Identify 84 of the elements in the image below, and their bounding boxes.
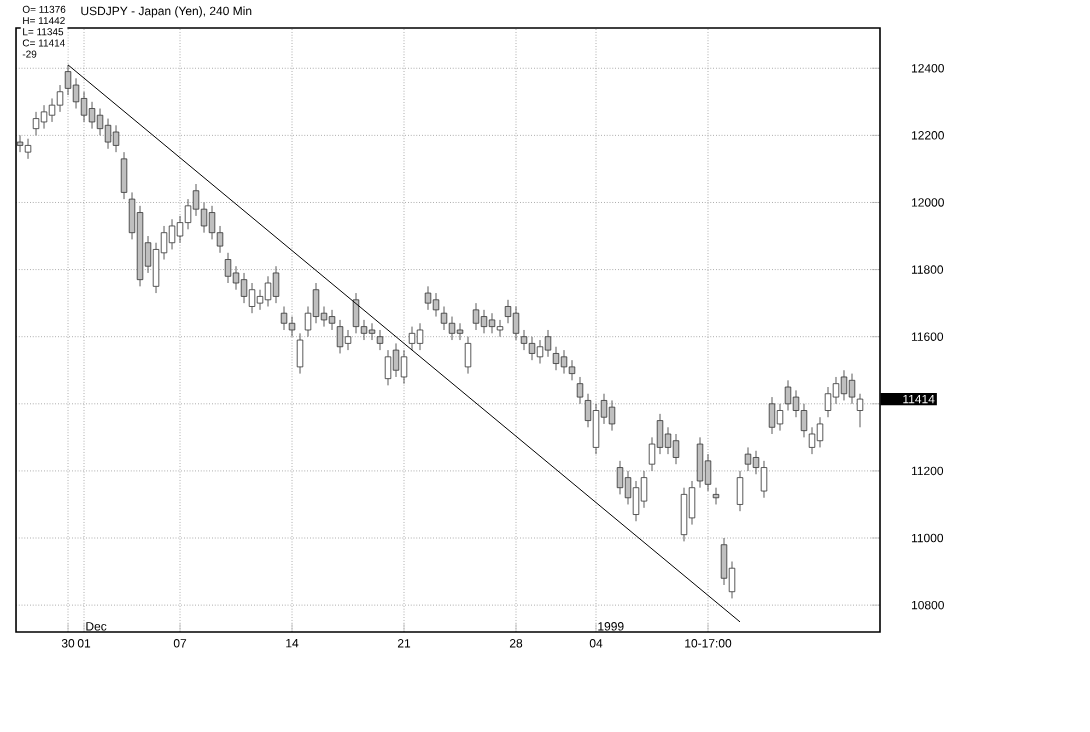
candlestick	[448, 316, 456, 341]
candlestick	[488, 312, 496, 334]
candlestick	[88, 101, 96, 130]
candlestick	[496, 319, 504, 338]
candlestick	[312, 282, 320, 324]
candlestick	[168, 218, 176, 250]
candlestick	[48, 98, 56, 123]
candlestick	[400, 349, 408, 385]
candlestick	[672, 433, 680, 465]
candlestick	[224, 252, 232, 284]
candlestick	[376, 329, 384, 351]
candlestick	[408, 326, 416, 351]
candlestick	[768, 396, 776, 435]
candlestick	[760, 460, 768, 499]
candlestick	[616, 460, 624, 495]
candlestick	[632, 480, 640, 522]
candlestick	[120, 151, 128, 200]
candlestick	[608, 400, 616, 432]
candlestick	[344, 329, 352, 351]
candlestick	[352, 292, 360, 334]
candlestick	[640, 470, 648, 509]
candlestick	[184, 198, 192, 230]
candlestick	[248, 282, 256, 314]
candlestick	[24, 138, 32, 160]
candlestick	[784, 379, 792, 411]
candlestick	[104, 118, 112, 150]
candlestick	[720, 537, 728, 586]
candlestick	[848, 373, 856, 405]
candlestick	[328, 309, 336, 331]
candlestick	[424, 285, 432, 311]
candlestick	[208, 205, 216, 240]
candlestick	[576, 376, 584, 405]
candlestick	[592, 403, 600, 455]
candlestick	[64, 64, 72, 96]
candlestick	[80, 91, 88, 123]
candlestick	[744, 447, 752, 472]
candlestick	[264, 275, 272, 307]
candlestick	[520, 329, 528, 351]
candlestick	[680, 487, 688, 542]
candlestick	[136, 205, 144, 287]
candlestick	[336, 319, 344, 354]
candlestick	[480, 309, 488, 334]
candlestick	[840, 369, 848, 401]
candlestick	[696, 436, 704, 489]
candlestick	[16, 134, 24, 153]
candlestick	[112, 124, 120, 153]
candlestick	[456, 322, 464, 341]
candlestick	[232, 265, 240, 291]
candlestick	[72, 77, 80, 109]
candlestick	[32, 111, 40, 136]
candlestick	[272, 265, 280, 304]
candlestick	[432, 292, 440, 317]
candlestick	[824, 386, 832, 418]
candlestick	[296, 332, 304, 374]
candlestick	[240, 272, 248, 304]
candlestick	[736, 470, 744, 512]
candlestick	[800, 403, 808, 438]
candlestick	[368, 322, 376, 341]
candlestick	[568, 359, 576, 381]
candlestick	[256, 289, 264, 311]
candlestick	[664, 426, 672, 455]
candlestick	[56, 84, 64, 113]
candlestick	[552, 346, 560, 371]
candlestick	[528, 336, 536, 361]
candlestick	[536, 339, 544, 364]
candlestick	[280, 306, 288, 331]
candlestick	[544, 329, 552, 358]
candlestick	[384, 349, 392, 386]
candlestick	[472, 302, 480, 331]
candlestick	[392, 343, 400, 378]
candlestick	[40, 104, 48, 130]
candlestick	[416, 322, 424, 351]
candlestick	[832, 376, 840, 405]
candlestick	[440, 306, 448, 331]
candlestick	[856, 393, 864, 428]
candlestick	[288, 316, 296, 338]
candlestick	[96, 108, 104, 136]
candlestick	[512, 306, 520, 341]
candlestick	[816, 416, 824, 448]
candlestick	[560, 349, 568, 374]
candlestick	[712, 487, 720, 505]
candlestick	[464, 336, 472, 374]
candlestick	[808, 426, 816, 455]
candlestick	[776, 403, 784, 432]
